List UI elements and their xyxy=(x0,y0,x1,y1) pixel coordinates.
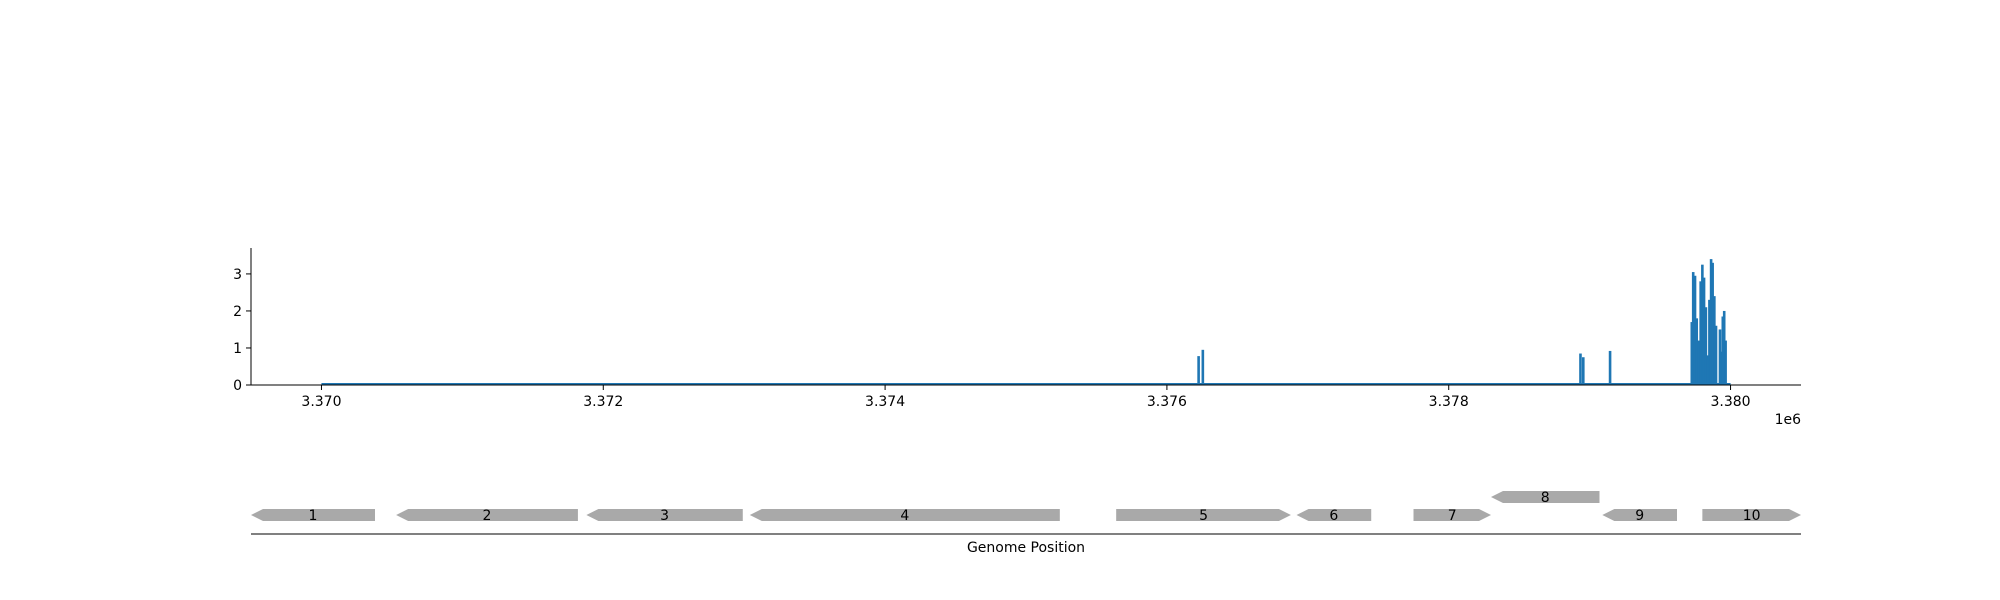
coverage-spike xyxy=(1699,281,1702,385)
gene-arrow xyxy=(749,509,1060,521)
x-axis-label: Genome Position xyxy=(967,540,1085,556)
x-tick-label: 3.376 xyxy=(1147,394,1187,410)
y-tick-label: 1 xyxy=(233,341,242,357)
coverage-spike xyxy=(1581,357,1585,385)
gene-track: 1 2 3 4 5 6 7 8 9 10 Genome Position xyxy=(251,490,1801,556)
gene-label: 8 xyxy=(1541,490,1550,506)
gene-label: 6 xyxy=(1329,508,1338,524)
coverage-plot: 3.370 3.372 3.374 3.376 3.378 3.380 0 1 2 3 1e6 xyxy=(233,248,1801,428)
coverage-spike xyxy=(1724,340,1727,385)
gene-arrow xyxy=(1116,509,1291,521)
gene-label: 4 xyxy=(900,508,909,524)
x-axis-offset-label: 1e6 xyxy=(1775,412,1802,428)
x-tick-label: 3.372 xyxy=(583,394,623,410)
coverage-spike xyxy=(1693,275,1697,385)
gene-label: 9 xyxy=(1635,508,1644,524)
coverage-spike xyxy=(1711,262,1714,385)
coverage-spike xyxy=(1702,277,1706,385)
gene-arrow xyxy=(396,509,578,521)
gene-arrow xyxy=(1602,509,1677,521)
coverage-spike xyxy=(1709,259,1713,385)
coverage-spike xyxy=(1691,272,1695,385)
gene-label: 5 xyxy=(1199,508,1208,524)
gene-label: 7 xyxy=(1448,508,1457,524)
coverage-spike xyxy=(1720,351,1723,385)
gene-arrow xyxy=(1702,509,1801,521)
coverage-spike xyxy=(1714,325,1718,385)
coverage-spike xyxy=(1708,299,1711,385)
x-tick-label: 3.380 xyxy=(1710,394,1750,410)
coverage-spike xyxy=(1690,322,1694,385)
gene-arrow xyxy=(1491,491,1600,503)
y-tick-label: 2 xyxy=(233,304,242,320)
gene-label: 10 xyxy=(1743,508,1761,524)
y-tick-label: 0 xyxy=(233,378,242,394)
x-tick-label: 3.370 xyxy=(301,394,341,410)
coverage-spike xyxy=(1704,307,1708,385)
coverage-spike xyxy=(1722,310,1726,385)
coverage-spike xyxy=(1701,264,1704,385)
gene-arrow xyxy=(586,509,743,521)
x-tick-label: 3.378 xyxy=(1429,394,1469,410)
gene-label: 1 xyxy=(309,508,318,524)
coverage-spike xyxy=(1608,350,1612,385)
x-tick-label: 3.374 xyxy=(865,394,905,410)
gene-label: 2 xyxy=(483,508,492,524)
coverage-spike xyxy=(1201,349,1205,385)
y-axis-ticks: 0 1 2 3 xyxy=(233,267,251,394)
coverage-spike xyxy=(1697,340,1701,385)
gene-arrow xyxy=(1413,509,1491,521)
coverage-series xyxy=(1197,259,1727,385)
coverage-spike xyxy=(1695,318,1699,385)
coverage-spike xyxy=(1197,356,1200,385)
coverage-spike xyxy=(1721,316,1725,385)
coverage-spike xyxy=(1713,296,1716,385)
x-axis-ticks: 3.370 3.372 3.374 3.376 3.378 3.380 xyxy=(301,385,1751,410)
coverage-spike xyxy=(1718,329,1722,385)
coverage-spike xyxy=(1579,353,1582,385)
gene-arrow xyxy=(251,509,375,521)
gene-arrows: 1 2 3 4 5 6 7 8 9 10 xyxy=(251,490,1801,524)
gene-arrow xyxy=(1296,509,1372,521)
coverage-spike xyxy=(1706,355,1710,385)
gene-label: 3 xyxy=(660,508,669,524)
y-tick-label: 3 xyxy=(233,267,242,283)
